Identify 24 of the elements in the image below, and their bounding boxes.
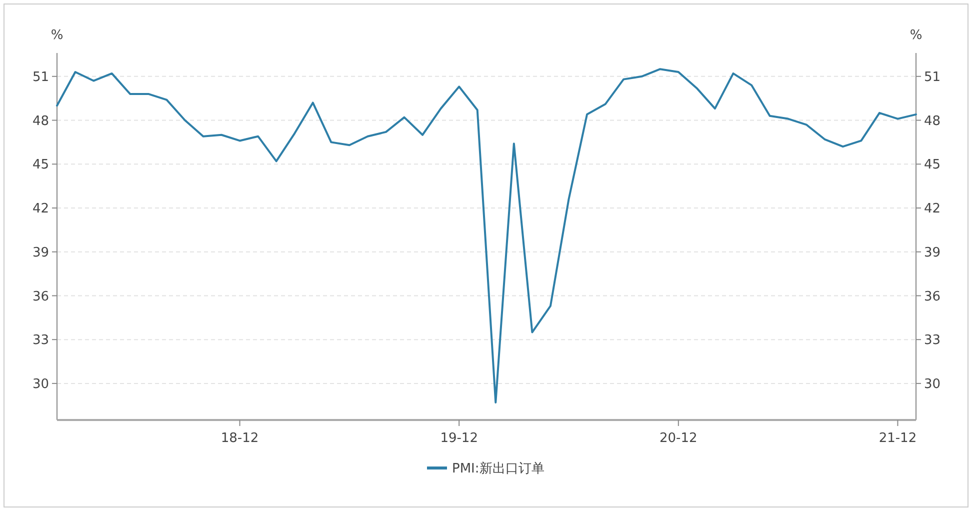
y-tick-label: 33 xyxy=(32,333,49,348)
y-tick-label: 36 xyxy=(32,289,49,304)
y2-tick-label: 45 xyxy=(924,158,941,173)
y-tick-label: 39 xyxy=(32,245,49,260)
y2-tick-label: 36 xyxy=(924,289,941,304)
x-tick-label: 19-12 xyxy=(440,431,478,446)
y2-tick-label: 33 xyxy=(924,333,941,348)
y2-tick-label: 42 xyxy=(924,202,941,217)
y-tick-label: 45 xyxy=(32,158,49,173)
y-tick-label: 51 xyxy=(32,70,49,85)
y2-tick-label: 39 xyxy=(924,245,941,260)
y2-axis-title: % xyxy=(910,28,922,43)
y-tick-label: 30 xyxy=(32,376,49,392)
y2-tick-label: 30 xyxy=(924,376,941,392)
line-series xyxy=(56,68,917,404)
y-tick-label: 48 xyxy=(32,114,49,129)
y-tick-label: 42 xyxy=(32,202,49,217)
y2-tick-label: 51 xyxy=(924,70,941,85)
y2-tick-label: 48 xyxy=(924,114,941,129)
y-axis-title: % xyxy=(50,28,64,43)
x-tick-label: 20-12 xyxy=(660,431,698,446)
legend-label: PMI:新出口订单 xyxy=(452,462,544,477)
x-tick-label: 18-12 xyxy=(220,431,259,446)
x-tick-label: 21-12 xyxy=(878,431,917,446)
